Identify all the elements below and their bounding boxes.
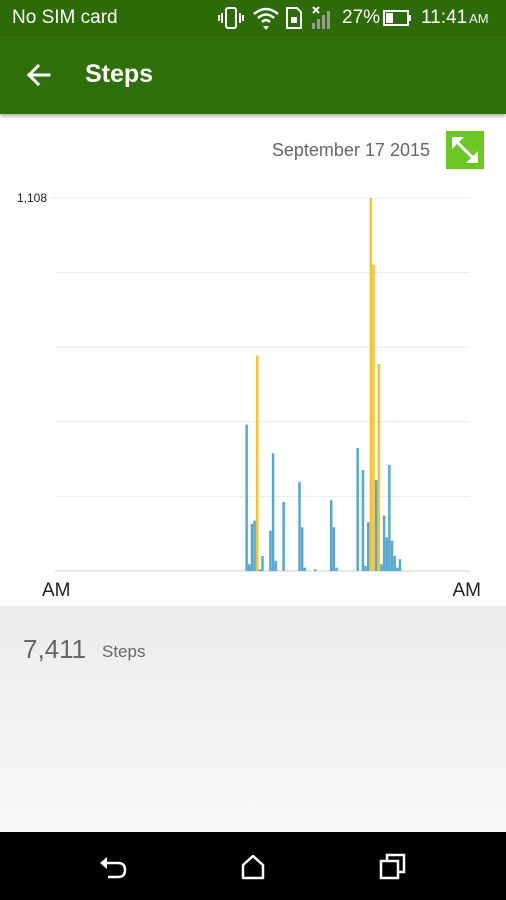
- chart-bar: [300, 527, 304, 571]
- x-axis-start-label: AM: [42, 580, 71, 601]
- chart-bar: [303, 567, 307, 571]
- total-steps-unit: Steps: [102, 642, 146, 661]
- chart-bar: [329, 500, 333, 571]
- battery-percent: 27%: [342, 7, 381, 28]
- chart-bar: [380, 564, 383, 571]
- chart-bar: [269, 530, 272, 571]
- chart-bar: [364, 565, 367, 571]
- clock: 11:41 AM: [421, 7, 489, 29]
- chart-bar: [248, 564, 251, 571]
- nav-recents-button[interactable]: [378, 852, 408, 882]
- chart-bar: [298, 481, 301, 571]
- nav-home-button[interactable]: [238, 852, 268, 882]
- carrier-label: No SIM card: [12, 7, 118, 28]
- chart-bar: [369, 198, 373, 571]
- nav-back-button[interactable]: [98, 852, 128, 882]
- expand-button[interactable]: [446, 131, 484, 169]
- steps-chart: 1,108: [17, 191, 470, 572]
- chart-bar: [356, 448, 359, 571]
- chart-bar: [372, 264, 375, 571]
- chart-bar: [377, 363, 381, 571]
- chart-bar: [282, 501, 285, 571]
- chart-bar: [374, 480, 378, 571]
- total-steps-value: 7,411: [23, 634, 87, 664]
- sim-icon: [286, 7, 302, 29]
- back-button[interactable]: [22, 58, 56, 92]
- nav-recents-icon: [379, 853, 406, 880]
- chart-bar: [382, 515, 386, 571]
- app-bar: Steps: [0, 36, 506, 114]
- chart-bar: [255, 355, 259, 571]
- signal-icon: [312, 6, 330, 29]
- x-axis-end-label: AM: [452, 580, 482, 601]
- chart-bar: [261, 555, 264, 571]
- chart-bar: [250, 523, 254, 571]
- chart-bar: [385, 537, 388, 571]
- nav-home-icon: [241, 854, 265, 880]
- chart-bar: [390, 540, 394, 571]
- chart-bar: [335, 567, 338, 571]
- chart-date: September 17 2015: [271, 140, 430, 160]
- chart-bar: [274, 560, 277, 571]
- chart-bar: [366, 522, 370, 571]
- battery-icon: [383, 10, 411, 26]
- nav-back-icon: [100, 857, 127, 879]
- chart-bar: [398, 559, 402, 571]
- expand-icon: [452, 137, 478, 163]
- wifi-icon: [253, 7, 279, 30]
- clock-time: 11:41: [421, 7, 468, 28]
- vibrate-icon: [218, 7, 244, 29]
- arrow-back-icon: [26, 63, 51, 87]
- page-title: Steps: [85, 60, 154, 88]
- chart-bar: [245, 424, 248, 571]
- summary-panel: 7,411 Steps: [0, 606, 506, 832]
- chart-bar: [361, 470, 365, 571]
- chart-bar: [253, 520, 256, 571]
- chart-bar: [314, 569, 317, 571]
- clock-ampm: AM: [469, 11, 489, 26]
- chart-bar: [393, 555, 396, 571]
- chart-bar: [388, 464, 391, 571]
- y-axis-max-label: 1,108: [17, 191, 47, 205]
- chart-bar: [271, 453, 275, 571]
- chart-bar: [258, 569, 262, 571]
- navigation-bar: [0, 832, 506, 900]
- chart-area: 1,108 September 17 2015 AM AM: [0, 114, 506, 606]
- chart-bar: [396, 567, 399, 571]
- chart-bar: [332, 527, 336, 571]
- status-bar: No SIM card 27% 11:41 AM: [0, 0, 506, 36]
